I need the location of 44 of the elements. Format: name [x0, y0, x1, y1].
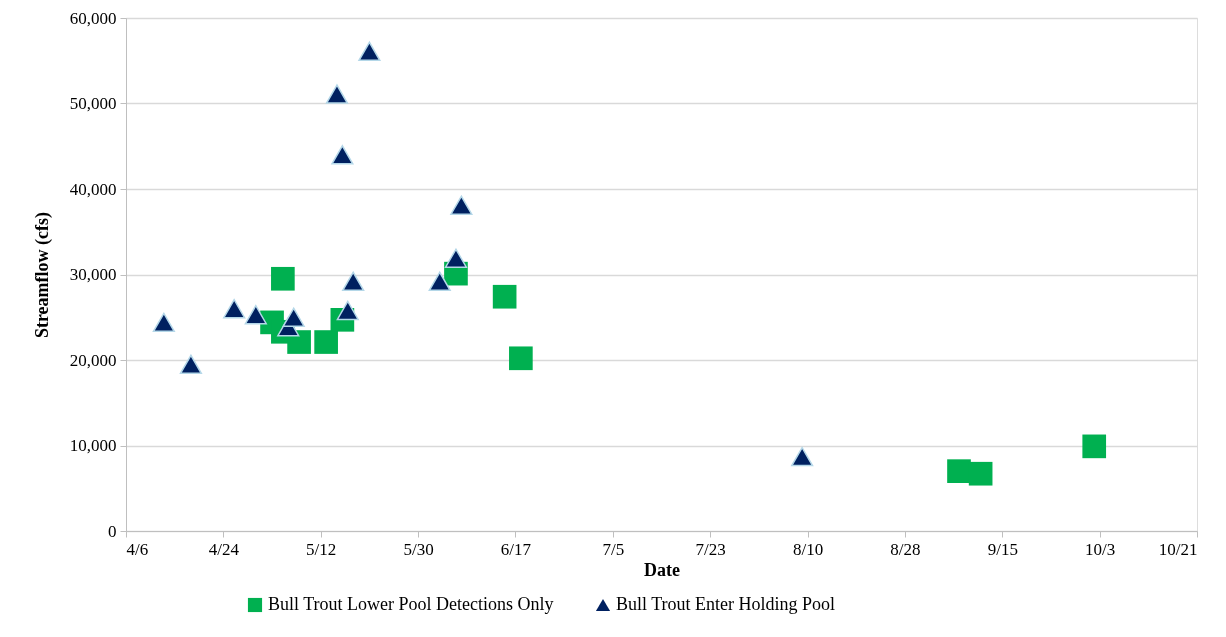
point [444, 248, 468, 268]
point [428, 271, 451, 292]
point [325, 84, 349, 104]
x-tick-label: 5/30 [403, 539, 434, 559]
point [450, 195, 473, 215]
point [331, 145, 354, 165]
y-axis-title: Streamflow (cfs) [31, 211, 53, 339]
point [271, 266, 295, 291]
point [282, 307, 305, 327]
x-tick-label: 10/3 [1085, 539, 1116, 559]
y-tick-label: 10,000 [69, 436, 117, 455]
point [244, 304, 267, 325]
legend-label: Bull Trout Lower Pool Detections Only [268, 594, 554, 614]
point [179, 354, 203, 374]
x-tick-label: 8/10 [792, 539, 824, 559]
x-tick-label: 5/12 [306, 539, 337, 559]
point [336, 300, 359, 321]
y-tick-label: 20,000 [69, 350, 117, 370]
x-tick-label: 7/5 [602, 539, 625, 559]
y-tick-label: 30,000 [69, 265, 117, 284]
point [791, 446, 814, 467]
y-tick-label: 40,000 [69, 179, 117, 199]
point [947, 459, 971, 483]
x-tick-label: 8/28 [890, 539, 921, 559]
point [314, 330, 338, 354]
x-tick-label: 6/17 [500, 539, 532, 559]
x-tick-label: 10/21 [1158, 539, 1198, 559]
point [223, 298, 246, 319]
point [492, 284, 517, 309]
point [968, 461, 993, 486]
y-tick-label: 0 [108, 521, 117, 541]
point [152, 312, 175, 333]
point [342, 271, 365, 292]
y-tick-label: 50,000 [69, 94, 117, 113]
y-tick-label: 60,000 [69, 8, 117, 28]
point [1082, 434, 1107, 459]
x-tick-label: 4/24 [208, 539, 240, 559]
x-tick-label: 9/15 [987, 539, 1018, 559]
x-tick-label: 4/6 [126, 539, 149, 559]
legend-label: Bull Trout Enter Holding Pool [616, 594, 836, 614]
x-axis-title: Date [644, 559, 680, 580]
point [358, 41, 381, 62]
point [509, 346, 533, 371]
x-tick-label: 7/23 [695, 539, 726, 559]
